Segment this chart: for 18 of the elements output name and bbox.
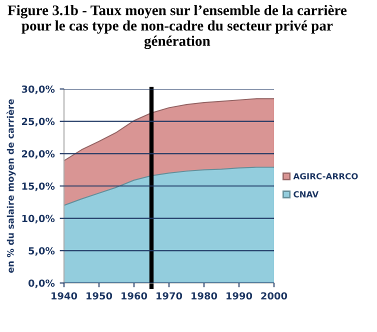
x-tick-label: 1980 xyxy=(192,292,218,300)
x-tick-label: 1970 xyxy=(156,292,182,300)
x-tick-label: 1960 xyxy=(122,292,148,300)
x-tick-label: 1940 xyxy=(52,292,78,300)
y-tick-label: 0,0% xyxy=(28,279,55,288)
y-tick-label: 25,0% xyxy=(22,118,55,126)
x-tick-label: 2000 xyxy=(261,292,288,300)
y-tick-label: 10,0% xyxy=(22,214,55,224)
chart-title: Figure 3.1b - Taux moyen sur l’ensemble de la carrière pour le cas type de non-cadre du secteur privé par génération xyxy=(8,4,347,50)
y-tick-label: 30,0% xyxy=(22,85,55,94)
y-tick-label: 5,0% xyxy=(28,247,55,256)
legend-label: AGIRC-ARRCO xyxy=(293,173,358,180)
x-tick-label: 1990 xyxy=(226,292,252,300)
y-tick-label: 20,0% xyxy=(22,150,55,159)
x-tick-label: 1950 xyxy=(86,292,112,300)
y-axis-title: en % du salaire moyen de carrière xyxy=(6,99,16,273)
y-tick-label: 15,0% xyxy=(22,182,55,192)
legend-label: CNAV xyxy=(294,191,319,198)
